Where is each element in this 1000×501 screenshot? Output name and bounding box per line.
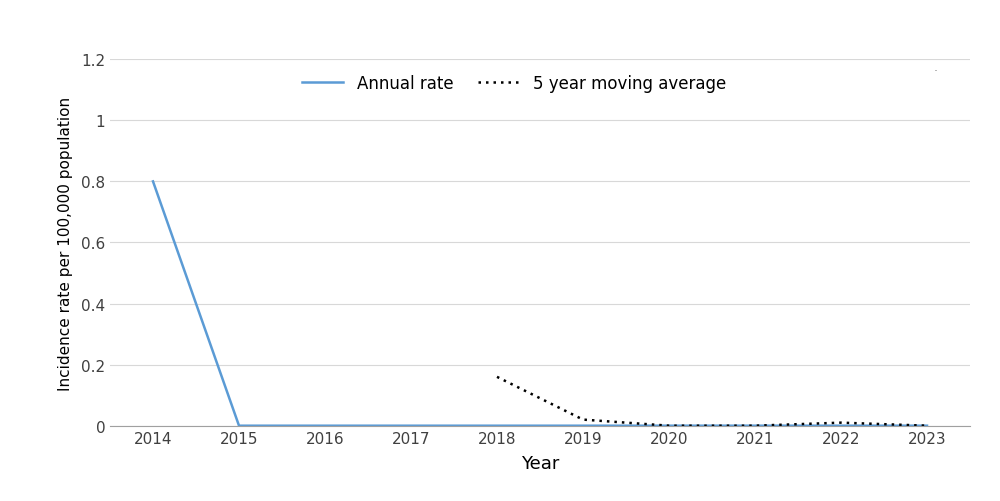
5 year moving average [491, 374, 503, 380]
Annual rate [577, 423, 589, 429]
Annual rate [835, 423, 847, 429]
Legend: Annual rate, 5 year moving average: Annual rate, 5 year moving average [295, 69, 733, 100]
Annual rate [749, 423, 761, 429]
Line: 5 year moving average: 5 year moving average [497, 377, 927, 426]
X-axis label: Year: Year [521, 454, 559, 472]
5 year moving average [663, 423, 675, 429]
Y-axis label: Incidence rate per 100,000 population: Incidence rate per 100,000 population [58, 96, 73, 390]
Annual rate [319, 423, 331, 429]
5 year moving average [921, 423, 933, 429]
Line: Annual rate: Annual rate [153, 182, 927, 426]
Annual rate [147, 179, 159, 185]
Annual rate [921, 423, 933, 429]
5 year moving average [835, 420, 847, 426]
5 year moving average [749, 423, 761, 429]
Annual rate [491, 423, 503, 429]
Annual rate [663, 423, 675, 429]
Annual rate [405, 423, 417, 429]
Annual rate [233, 423, 245, 429]
5 year moving average [577, 417, 589, 423]
Text: .: . [934, 61, 938, 74]
